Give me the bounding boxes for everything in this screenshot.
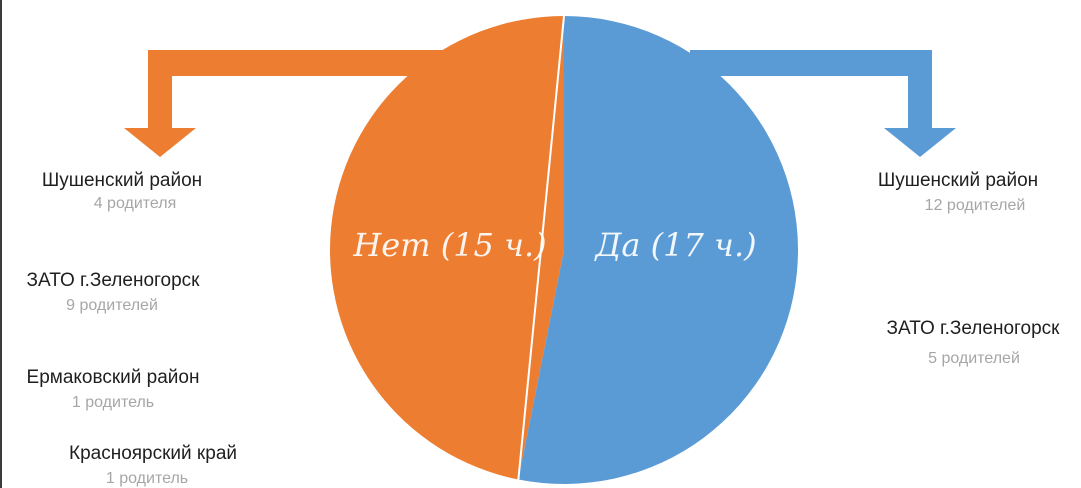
slice-label-yes: Да (17 ч.) (593, 226, 756, 264)
left-arrow-icon (124, 50, 450, 157)
no-region-2-count: 9 родителей (66, 297, 158, 314)
no-region-2-name: ЗАТО г.Зеленогорск (26, 270, 200, 291)
yes-region-1-name: Шушенский район (877, 170, 1039, 191)
no-region-1-count: 4 родителя (93, 195, 177, 212)
no-region-3-count: 1 родитель (71, 394, 155, 411)
pie-slice-yes (518, 16, 798, 484)
no-region-4-count: 1 родитель (105, 470, 189, 487)
pie-slice-no (329, 16, 564, 480)
no-region-4-name: Красноярский край (69, 443, 237, 464)
yes-region-2-count: 5 родителей (928, 350, 1020, 367)
yes-region-2-name: ЗАТО г.Зеленогорск (886, 318, 1060, 339)
no-region-1-name: Шушенский район (41, 170, 203, 191)
right-arrow-icon (690, 50, 956, 157)
yes-region-1-count: 12 родителей (924, 197, 1026, 214)
left-border-line (0, 0, 2, 488)
slice-label-no: Нет (15 ч.) (352, 226, 546, 264)
no-region-3-name: Ермаковский район (26, 367, 200, 388)
slice-divider (517, 15, 565, 480)
